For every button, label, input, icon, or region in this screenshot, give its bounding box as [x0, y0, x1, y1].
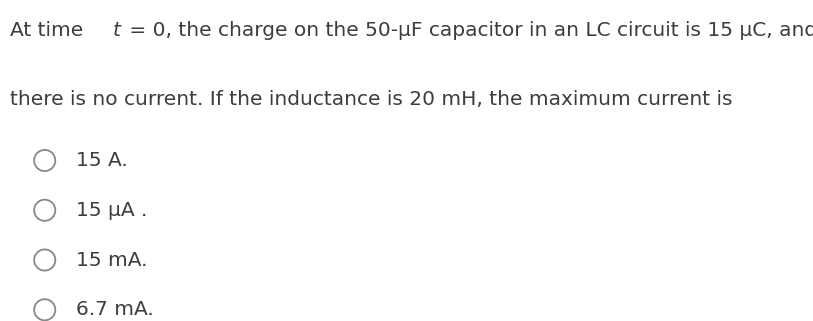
- Text: 15 μA .: 15 μA .: [76, 201, 147, 220]
- Text: 6.7 mA.: 6.7 mA.: [76, 300, 154, 319]
- Text: At time: At time: [10, 21, 89, 40]
- Text: 15 mA.: 15 mA.: [76, 250, 147, 270]
- Text: 15 A.: 15 A.: [76, 151, 128, 170]
- Text: t: t: [112, 21, 120, 40]
- Text: there is no current. If the inductance is 20 mH, the maximum current is: there is no current. If the inductance i…: [10, 90, 733, 109]
- Text: = 0, the charge on the 50-μF capacitor in an LC circuit is 15 μC, and: = 0, the charge on the 50-μF capacitor i…: [123, 21, 813, 40]
